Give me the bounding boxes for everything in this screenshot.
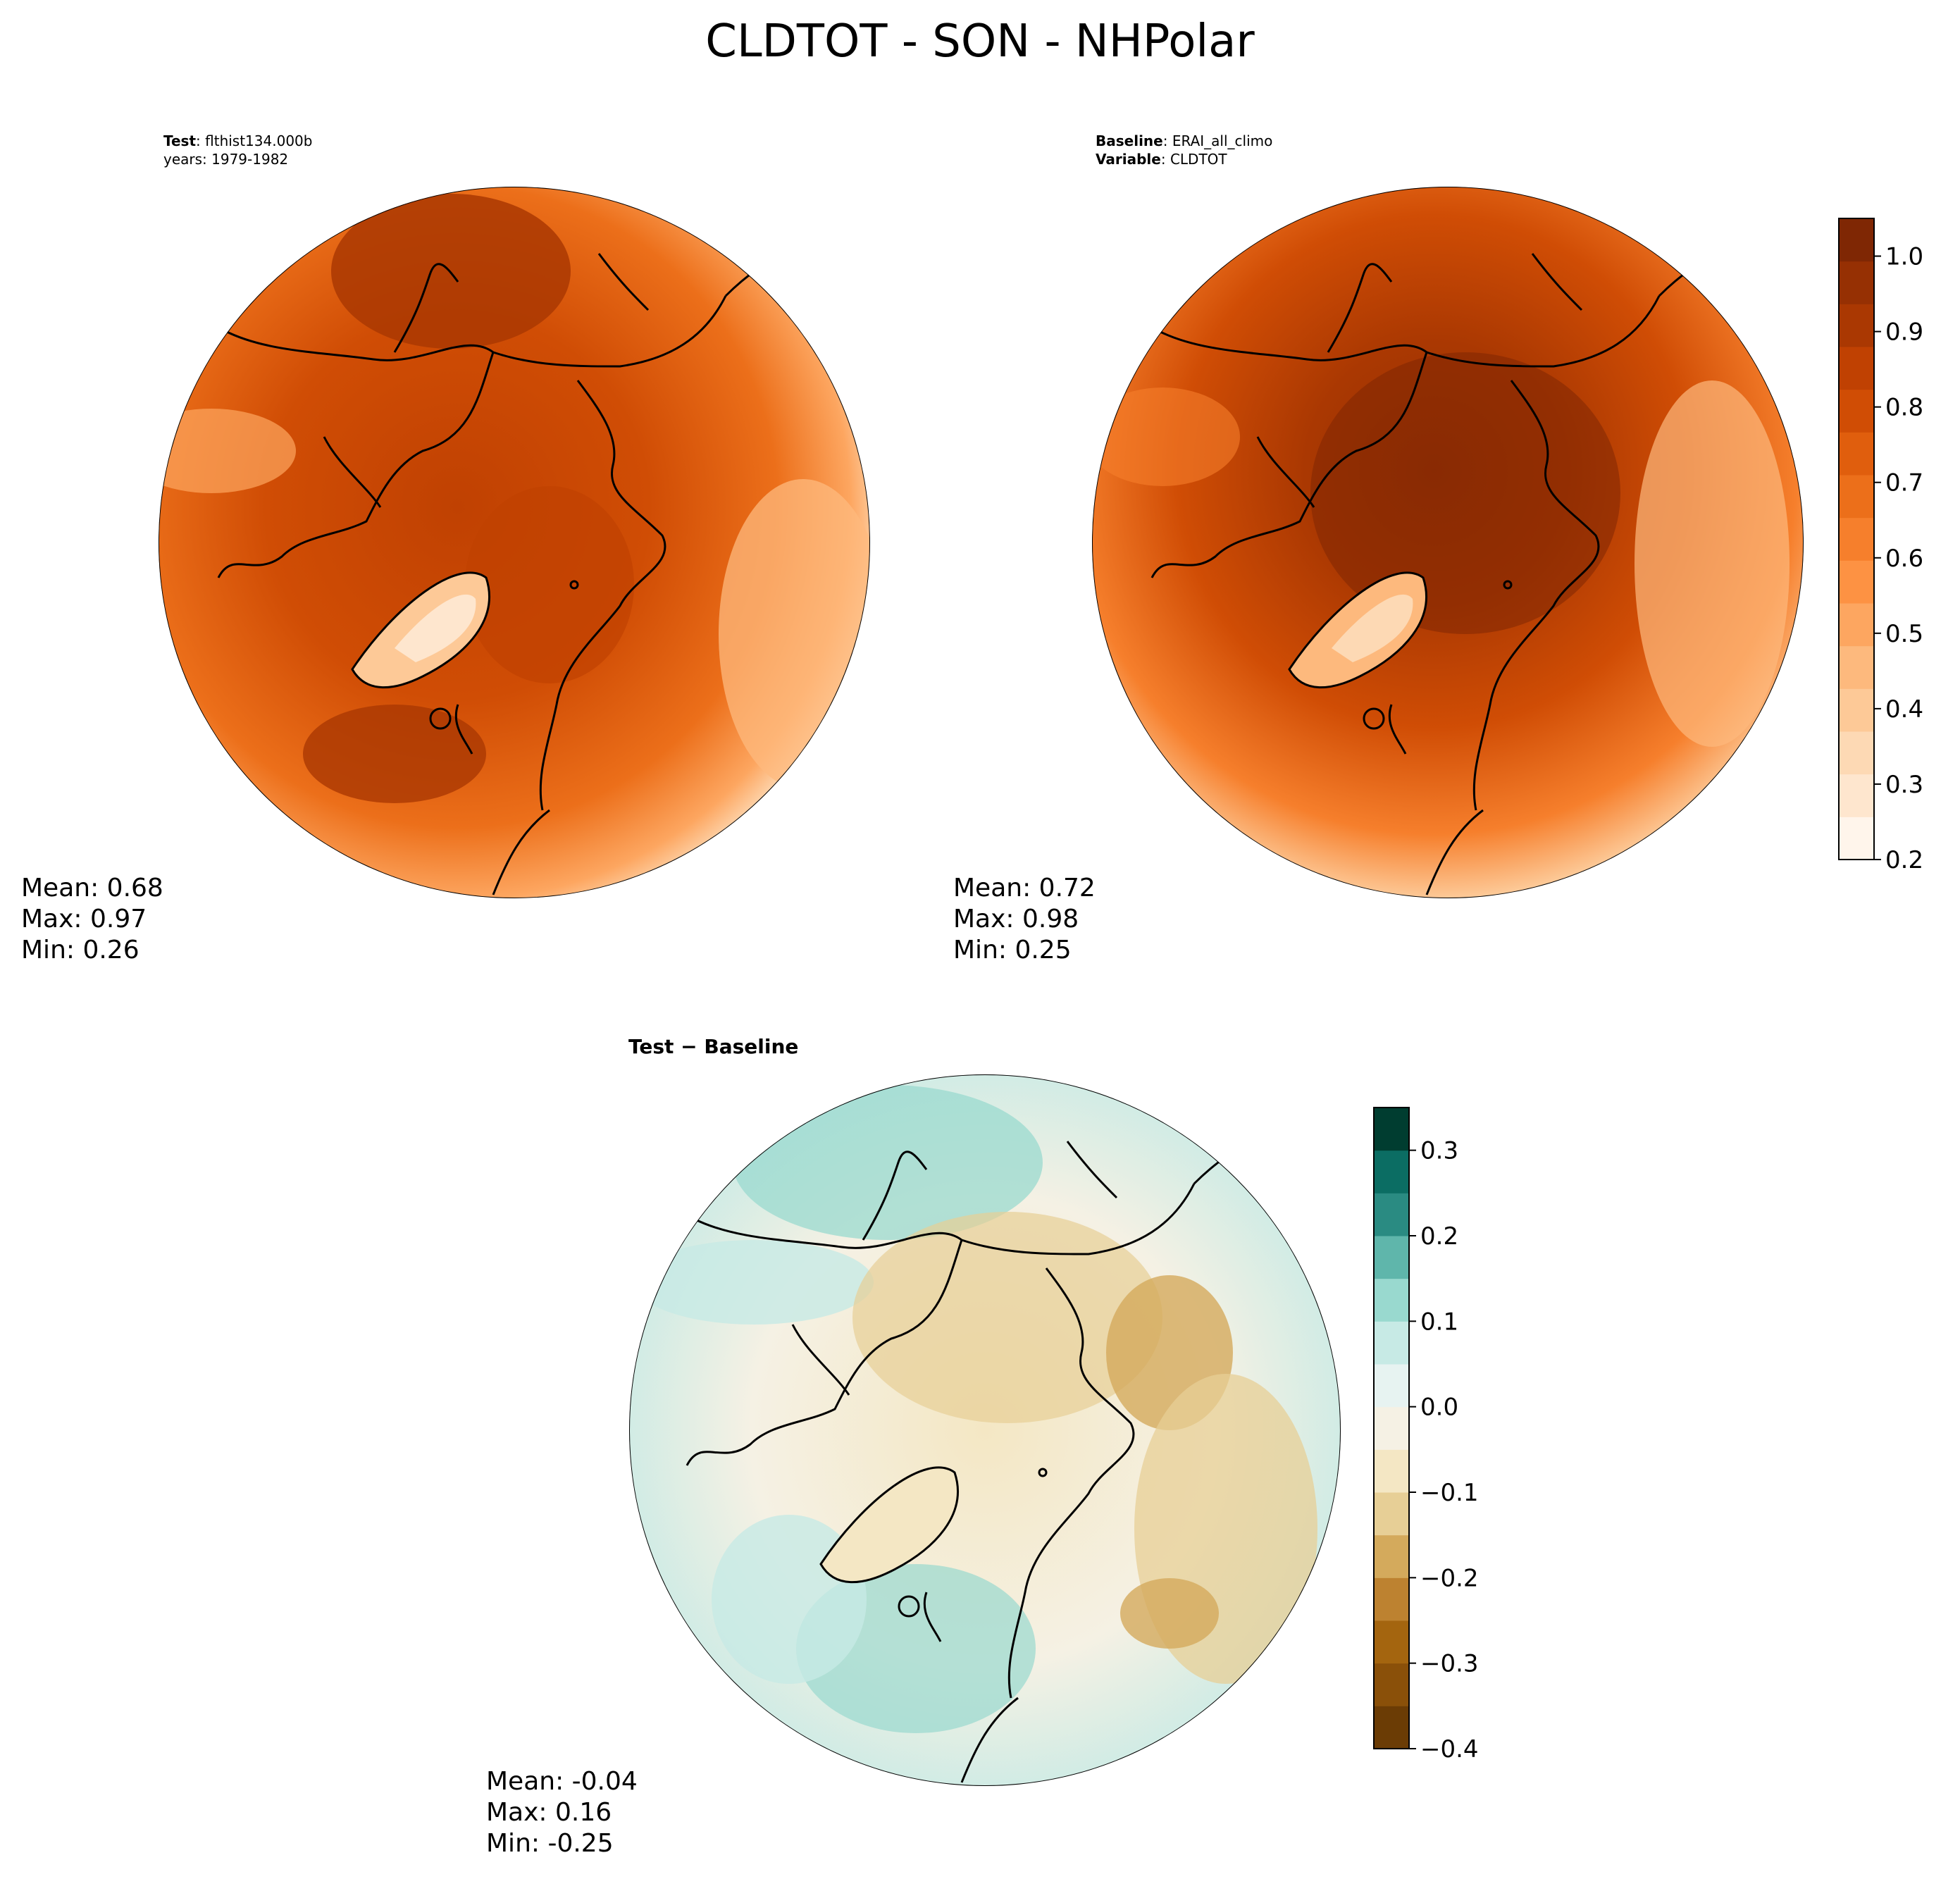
diff-colorbar-tick-label: −0.2	[1420, 1564, 1479, 1592]
diff-stat-min: Min: -0.25	[486, 1829, 614, 1858]
main-colorbar-band	[1839, 517, 1874, 561]
test-panel: Test: flthist134.000b years: 1979-1982	[21, 132, 870, 965]
diff-colorbar-band	[1374, 1492, 1409, 1536]
main-colorbar-tick-label: 0.6	[1885, 545, 1923, 573]
diff-colorbar-tick-label: −0.1	[1420, 1479, 1479, 1507]
main-colorbar-band	[1839, 475, 1874, 519]
variable-header: Variable: CLDTOT	[1096, 151, 1227, 168]
diff-colorbar-band	[1374, 1321, 1409, 1365]
main-colorbar-band	[1839, 560, 1874, 604]
test-header: Test: flthist134.000b	[163, 132, 312, 149]
diff-stat-max: Max: 0.16	[486, 1798, 612, 1827]
diff-colorbar-band	[1374, 1193, 1409, 1236]
main-colorbar-tick-label: 0.4	[1885, 695, 1923, 724]
test-coastlines	[217, 252, 776, 895]
main-colorbar-band	[1839, 304, 1874, 347]
main-colorbar-tick-label: 0.7	[1885, 469, 1923, 497]
main-colorbar: 0.2 0.3 0.4 0.5 0.6 0.7 0.8 0.9 1.0	[1838, 218, 1923, 874]
baseline-stat-min: Min: 0.25	[953, 936, 1072, 965]
diff-colorbar-band	[1374, 1534, 1409, 1578]
variable-header-value: CLDTOT	[1170, 151, 1227, 168]
test-stat-mean: Mean: 0.68	[21, 874, 163, 903]
diff-colorbar-band	[1374, 1364, 1409, 1408]
diff-colorbar-band	[1374, 1406, 1409, 1450]
diff-colorbar-tick-label: 0.1	[1420, 1308, 1458, 1336]
main-colorbar-tick-label: 0.8	[1885, 394, 1923, 422]
diff-colorbar-band	[1374, 1449, 1409, 1493]
baseline-map	[1092, 187, 1804, 898]
diff-panel: Test − Baseline	[486, 1035, 1341, 1858]
diff-header: Test − Baseline	[628, 1035, 798, 1058]
diff-colorbar-band	[1374, 1620, 1409, 1664]
main-colorbar-band	[1839, 817, 1874, 860]
baseline-panel: Baseline: ERAI_all_climo Variable: CLDTO…	[953, 132, 1804, 965]
diff-colorbar-band	[1374, 1577, 1409, 1621]
main-colorbar-band	[1839, 645, 1874, 689]
diff-colorbar-band	[1374, 1278, 1409, 1322]
diff-stat-mean: Mean: -0.04	[486, 1767, 638, 1796]
diff-colorbar-tick-label: 0.0	[1420, 1394, 1458, 1422]
main-colorbar-band	[1839, 347, 1874, 390]
diff-map	[629, 1074, 1341, 1786]
main-colorbar-band	[1839, 389, 1874, 433]
main-colorbar-band	[1839, 688, 1874, 732]
diff-colorbar-band	[1374, 1663, 1409, 1706]
main-colorbar-band	[1839, 603, 1874, 647]
baseline-stat-mean: Mean: 0.72	[953, 874, 1096, 903]
main-colorbar-tick-label: 0.5	[1885, 620, 1923, 648]
main-colorbar-tick-label: 0.3	[1885, 771, 1923, 799]
main-colorbar-tick-label: 0.9	[1885, 318, 1923, 347]
diff-colorbar: 0.3 0.2 0.1 0.0 −0.1 −0.2 −0.3 −0.4	[1373, 1107, 1479, 1763]
baseline-header-value: ERAI_all_climo	[1172, 132, 1273, 149]
baseline-stat-max: Max: 0.98	[953, 905, 1079, 934]
diff-colorbar-frame	[1373, 1107, 1410, 1749]
diff-colorbar-band	[1374, 1236, 1409, 1279]
diff-colorbar-band	[1374, 1108, 1409, 1151]
test-header-label: Test	[163, 132, 196, 149]
test-stat-min: Min: 0.26	[21, 936, 139, 965]
main-colorbar-band	[1839, 774, 1874, 817]
diff-colorbar-tick-label: −0.4	[1420, 1735, 1479, 1763]
main-colorbar-frame	[1838, 218, 1875, 860]
diff-colorbar-tick-label: 0.2	[1420, 1222, 1458, 1251]
test-stat-max: Max: 0.97	[21, 905, 147, 934]
main-colorbar-tick-label: 1.0	[1885, 243, 1923, 271]
baseline-header: Baseline: ERAI_all_climo	[1096, 132, 1272, 149]
figure-title: CLDTOT - SON - NHPolar	[705, 15, 1255, 68]
main-colorbar-tick-label: 0.2	[1885, 846, 1923, 874]
diff-colorbar-tick-label: −0.3	[1420, 1650, 1479, 1678]
baseline-header-label: Baseline	[1096, 132, 1163, 149]
diff-colorbar-band	[1374, 1706, 1409, 1749]
main-colorbar-band	[1839, 731, 1874, 775]
main-colorbar-band	[1839, 261, 1874, 304]
test-header-value: flthist134.000b	[205, 132, 312, 149]
test-map	[159, 187, 870, 898]
variable-header-label: Variable	[1096, 151, 1161, 168]
main-colorbar-band	[1839, 432, 1874, 476]
baseline-coastlines	[1150, 252, 1710, 895]
diff-colorbar-band	[1374, 1150, 1409, 1193]
main-colorbar-band	[1839, 218, 1874, 262]
diff-colorbar-tick-label: 0.3	[1420, 1137, 1458, 1165]
test-years: years: 1979-1982	[163, 151, 288, 168]
